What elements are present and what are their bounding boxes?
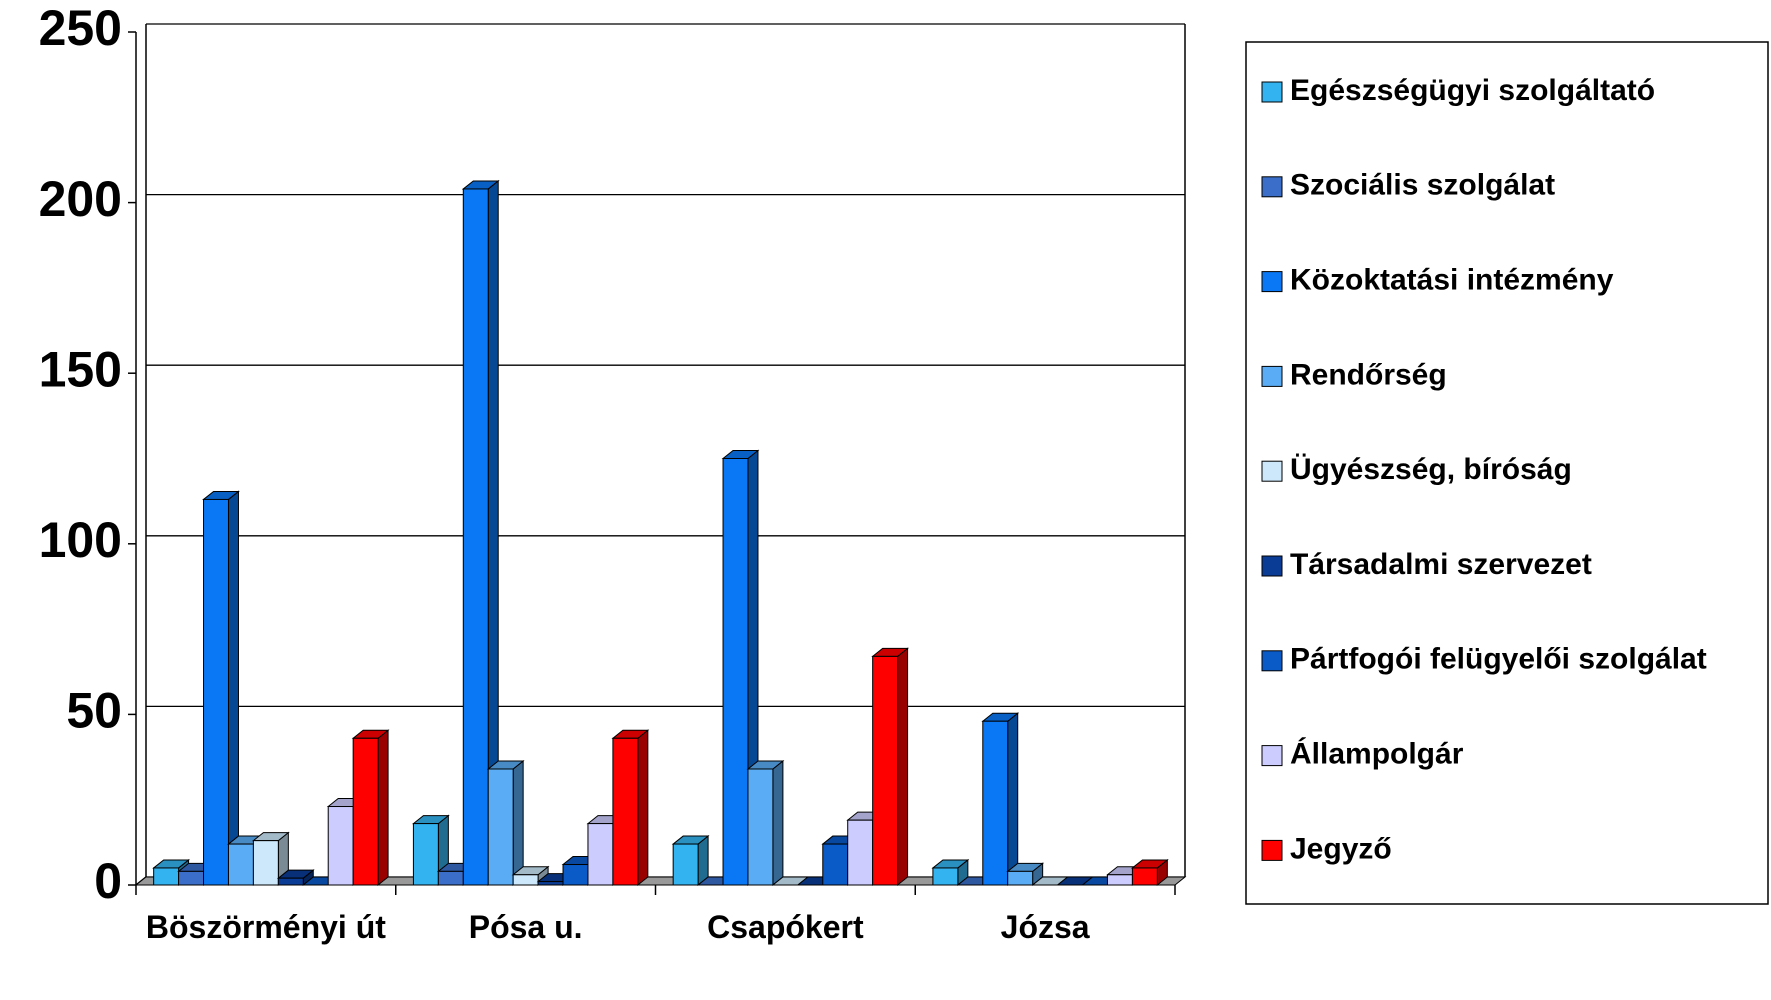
legend-label: Társadalmi szervezet <box>1290 548 1592 581</box>
bar <box>537 881 564 886</box>
bar <box>1007 870 1034 886</box>
y-tick-label: 100 <box>39 512 122 568</box>
legend-label: Jegyző <box>1290 832 1392 865</box>
legend-label: Ügyészség, bíróság <box>1290 453 1572 486</box>
bar <box>512 874 539 886</box>
legend-label: Állampolgár <box>1290 737 1464 771</box>
bar-side <box>897 647 909 887</box>
bar <box>227 843 254 886</box>
bar <box>277 877 304 886</box>
y-tick-label: 0 <box>94 853 122 909</box>
bar <box>982 720 1009 886</box>
x-tick-label: Böszörményi út <box>145 909 386 945</box>
bar-side <box>377 729 389 887</box>
y-tick-label: 200 <box>39 171 122 227</box>
bar <box>587 823 614 886</box>
legend-swatch <box>1261 839 1283 861</box>
legend-label: Rendőrség <box>1290 358 1447 391</box>
bar-side <box>227 490 239 887</box>
bar <box>178 870 205 886</box>
bar <box>487 768 514 886</box>
legend-swatch <box>1261 460 1283 482</box>
legend-swatch <box>1261 176 1283 198</box>
bar <box>437 870 464 886</box>
bar-side <box>637 729 649 887</box>
legend-label: Egészségügyi szolgáltató <box>1290 74 1655 107</box>
bar <box>462 188 489 886</box>
x-tick-label: Pósa u. <box>468 909 583 945</box>
bar <box>153 867 180 886</box>
y-tick-label: 250 <box>39 0 122 56</box>
legend-box <box>1245 41 1769 905</box>
bar <box>722 458 749 886</box>
legend-swatch <box>1261 271 1283 293</box>
bar <box>252 840 279 886</box>
bar <box>612 737 639 886</box>
bar <box>872 655 899 886</box>
bar <box>1131 867 1158 886</box>
bar <box>822 843 849 886</box>
y-tick-label: 50 <box>66 683 122 739</box>
bar <box>562 864 589 886</box>
legend-label: Pártfogói felügyelői szolgálat <box>1290 643 1707 676</box>
bar <box>203 498 229 886</box>
bar <box>747 768 774 886</box>
bar <box>352 737 379 886</box>
bar <box>672 843 699 886</box>
bar-side <box>512 759 524 887</box>
axis-wall <box>135 24 147 886</box>
y-tick-label: 150 <box>39 341 122 397</box>
bar <box>847 819 874 886</box>
legend-swatch <box>1261 81 1283 103</box>
legend-swatch <box>1261 555 1283 577</box>
bar-side <box>1007 712 1019 887</box>
legend-label: Közoktatási intézmény <box>1290 264 1614 297</box>
legend-swatch <box>1261 650 1283 672</box>
legend-swatch <box>1261 745 1283 767</box>
bar <box>1106 874 1133 886</box>
x-tick-label: Csapókert <box>707 909 864 945</box>
bar-side <box>772 759 784 887</box>
legend-swatch <box>1261 365 1283 387</box>
legend-label: Szociális szolgálat <box>1290 169 1555 202</box>
x-tick-label: Józsa <box>1000 909 1090 945</box>
bar <box>327 806 354 886</box>
bar <box>932 867 959 886</box>
bar <box>412 823 439 886</box>
